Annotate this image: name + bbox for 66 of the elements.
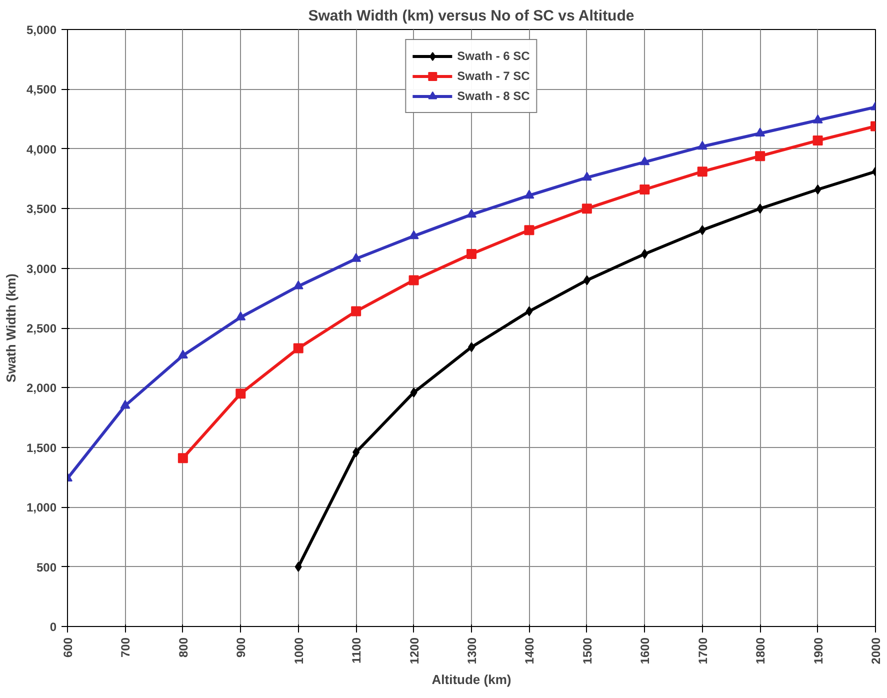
point	[120, 400, 130, 409]
x-tick-label: 700	[118, 637, 133, 658]
point	[526, 306, 533, 316]
point	[236, 312, 246, 320]
point	[524, 225, 534, 236]
point	[410, 387, 418, 398]
point	[582, 172, 592, 181]
x-tick-label: 1700	[696, 637, 710, 664]
point	[697, 140, 708, 150]
x-tick-label: 1300	[465, 637, 479, 664]
point	[352, 447, 360, 458]
x-tick-label: 900	[234, 637, 248, 658]
point	[351, 253, 362, 262]
y-tick-label: 4,500	[26, 82, 57, 97]
point	[178, 350, 188, 359]
point	[524, 190, 534, 199]
point	[293, 280, 304, 290]
y-tick-label: 3,500	[26, 202, 57, 216]
y-tick-label: 3,000	[26, 262, 57, 276]
point	[812, 114, 823, 124]
point	[351, 306, 362, 316]
point	[697, 166, 708, 177]
y-axis-title: Swath Width (km)	[3, 274, 18, 382]
point	[293, 343, 304, 354]
x-tick-label: 1900	[811, 637, 826, 664]
legend-label: Swath - 7 SC	[457, 69, 530, 83]
x-tick-label: 1400	[522, 637, 537, 664]
chart-title: Swath Width (km) versus No of SC vs Altitude	[308, 8, 634, 24]
point	[236, 388, 246, 399]
x-tick-label: 1800	[754, 637, 768, 664]
y-tick-label: 1,500	[26, 440, 57, 455]
x-tick-label: 1600	[638, 637, 652, 664]
point	[812, 136, 823, 146]
y-tick-label: 2,000	[26, 381, 57, 396]
point	[698, 225, 706, 236]
point	[641, 248, 648, 259]
x-tick-label: 1200	[407, 637, 422, 664]
point	[814, 184, 822, 194]
point	[755, 151, 766, 162]
point	[756, 204, 764, 214]
y-tick-label: 4,000	[26, 142, 57, 156]
y-tick-label: 0	[50, 620, 57, 634]
point	[583, 275, 590, 286]
point	[466, 248, 476, 259]
x-axis-title: Altitude (km)	[432, 672, 512, 688]
legend-label: Swath - 8 SC	[457, 89, 530, 103]
point	[755, 128, 766, 136]
point	[294, 562, 302, 572]
x-tick-label: 800	[176, 637, 190, 658]
y-tick-label: 500	[36, 560, 57, 574]
point	[466, 208, 476, 218]
y-tick-label: 2,500	[26, 322, 57, 336]
point	[178, 453, 188, 464]
point	[582, 204, 592, 214]
x-tick-label: 1500	[580, 637, 594, 664]
point	[640, 156, 650, 166]
legend-label: Swath - 6 SC	[457, 49, 530, 63]
x-tick-label: 600	[61, 637, 75, 658]
x-tick-label: 1100	[350, 637, 364, 664]
point	[408, 230, 419, 240]
x-tick-label: 2000	[869, 637, 883, 664]
y-tick-label: 1,000	[26, 500, 57, 515]
point	[640, 184, 650, 194]
y-tick-label: 5,000	[26, 23, 57, 37]
point	[408, 275, 419, 286]
x-tick-label: 1000	[292, 637, 306, 664]
